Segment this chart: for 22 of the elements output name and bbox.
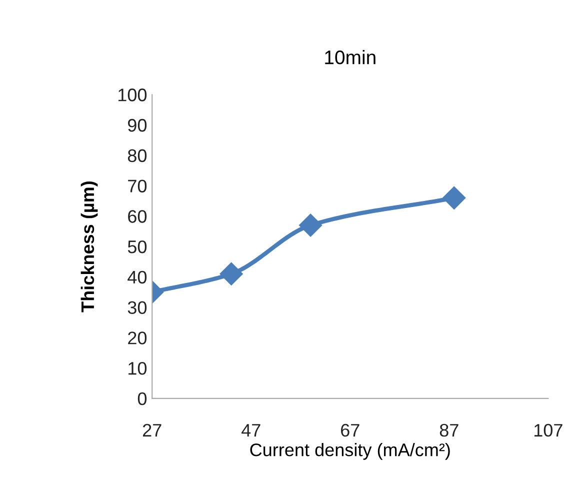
y-tick-label: 20 <box>128 332 147 344</box>
x-tick-label: 27 <box>142 424 162 436</box>
x-tick-label: 67 <box>341 424 360 437</box>
y-tick-label: 60 <box>128 210 147 223</box>
y-tick-label: 100 <box>118 88 147 102</box>
point <box>299 214 322 237</box>
y-tick-label: 50 <box>128 240 147 254</box>
chart-title: 10min <box>325 50 376 64</box>
y-tick-label: 40 <box>128 270 147 284</box>
y-tick-label: 90 <box>128 118 147 132</box>
y-tick-label: 0 <box>138 392 147 406</box>
y-tick-label: 70 <box>128 180 147 192</box>
x-tick-label: 107 <box>534 424 562 437</box>
y-tick-label: 30 <box>128 301 147 314</box>
y-tick-label: 80 <box>128 149 147 162</box>
point <box>442 186 466 210</box>
point <box>220 262 243 286</box>
x-tick-label: 47 <box>242 424 260 436</box>
y-tick-label: 10 <box>128 362 147 375</box>
y-axis-title: Thickness (µm) <box>80 182 98 312</box>
x-tick-label: 87 <box>440 424 458 437</box>
x-axis-title: Current density (mA/cm²) <box>250 443 450 460</box>
